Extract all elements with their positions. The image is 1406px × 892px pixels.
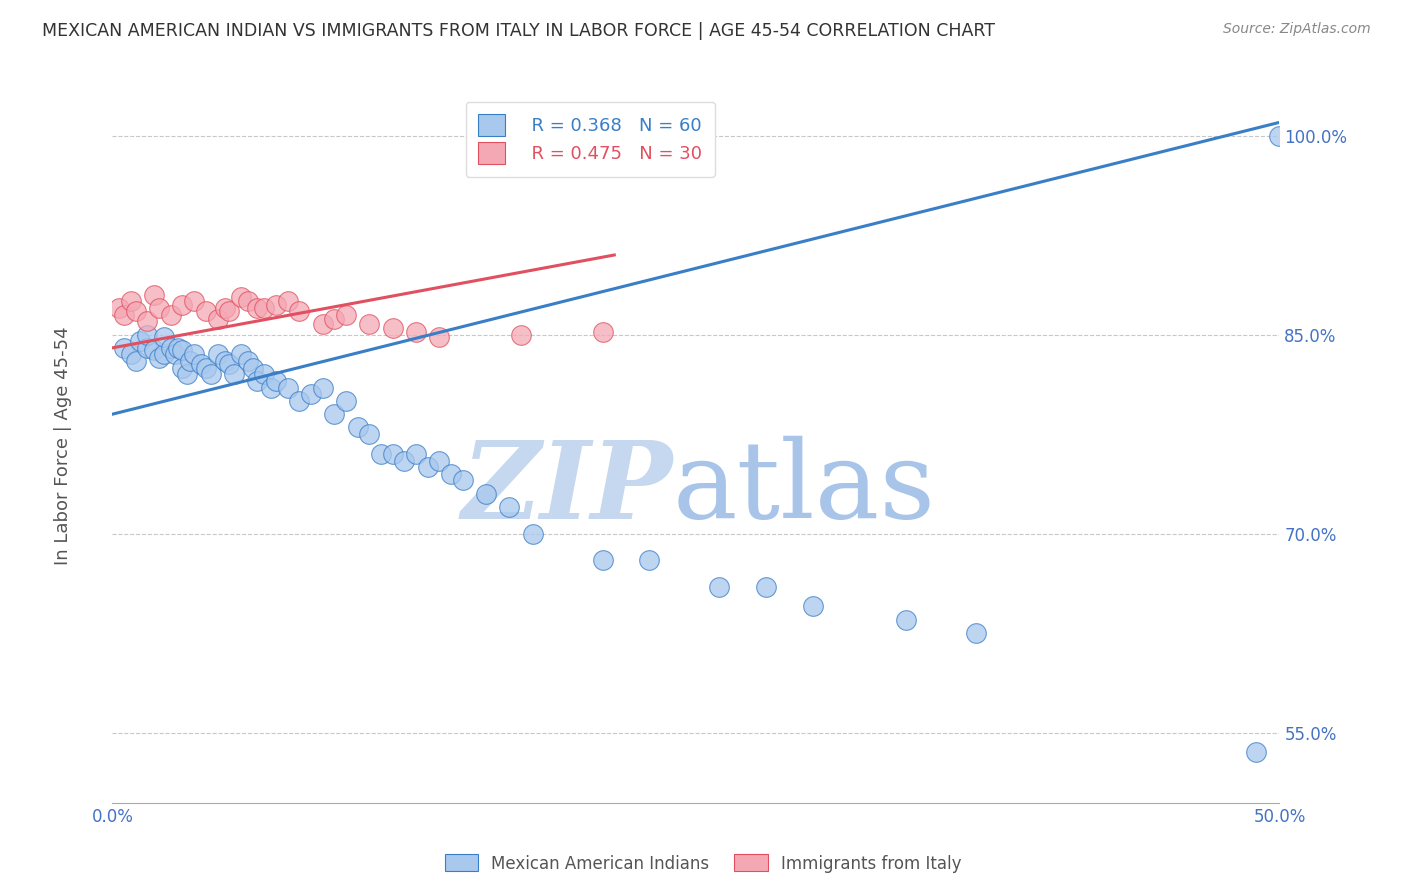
Point <box>194 303 217 318</box>
Point <box>440 467 463 481</box>
Point <box>276 294 298 309</box>
Point <box>136 314 159 328</box>
Point <box>253 301 276 315</box>
Point <box>335 393 357 408</box>
Point <box>638 553 661 567</box>
Point <box>427 453 450 467</box>
Point <box>172 360 194 375</box>
Point <box>125 303 148 318</box>
Legend:   R = 0.368   N = 60,   R = 0.475   N = 30: R = 0.368 N = 60, R = 0.475 N = 30 <box>465 102 714 177</box>
Point <box>359 427 381 442</box>
Point <box>335 308 357 322</box>
Point <box>207 311 229 326</box>
Text: MEXICAN AMERICAN INDIAN VS IMMIGRANTS FROM ITALY IN LABOR FORCE | AGE 45-54 CORR: MEXICAN AMERICAN INDIAN VS IMMIGRANTS FR… <box>42 22 995 40</box>
Point <box>755 580 778 594</box>
Point <box>264 374 287 388</box>
Point <box>894 613 917 627</box>
Point <box>200 368 222 382</box>
Point <box>475 487 498 501</box>
Point <box>166 341 188 355</box>
Point <box>218 357 240 371</box>
Point <box>136 327 159 342</box>
Point <box>381 447 404 461</box>
Point <box>311 381 333 395</box>
Point <box>427 330 450 344</box>
Point <box>236 354 259 368</box>
Point <box>709 580 731 594</box>
Text: Source: ZipAtlas.com: Source: ZipAtlas.com <box>1223 22 1371 37</box>
Point <box>260 381 283 395</box>
Point <box>229 347 252 361</box>
Point <box>405 325 427 339</box>
Point <box>965 626 987 640</box>
Text: In Labor Force | Age 45-54: In Labor Force | Age 45-54 <box>55 326 72 566</box>
Point <box>179 354 201 368</box>
Point <box>359 317 381 331</box>
Point <box>148 351 170 366</box>
Point <box>801 599 824 614</box>
Point <box>129 334 152 349</box>
Point <box>592 553 614 567</box>
Point <box>136 341 159 355</box>
Point <box>183 347 205 361</box>
Point <box>370 447 392 461</box>
Point <box>264 298 287 312</box>
Point <box>160 341 183 355</box>
Point <box>153 347 176 361</box>
Point <box>172 298 194 312</box>
Point <box>218 303 240 318</box>
Point <box>165 347 187 361</box>
Point <box>246 374 269 388</box>
Point <box>172 343 194 358</box>
Point <box>194 360 217 375</box>
Point <box>160 308 183 322</box>
Point <box>394 453 416 467</box>
Point <box>120 294 142 309</box>
Legend: Mexican American Indians, Immigrants from Italy: Mexican American Indians, Immigrants fro… <box>437 847 969 880</box>
Point <box>276 381 298 395</box>
Point <box>214 301 236 315</box>
Point <box>323 311 346 326</box>
Point <box>108 301 131 315</box>
Point <box>1244 745 1267 759</box>
Point <box>120 347 142 361</box>
Point <box>381 321 404 335</box>
Point <box>288 393 311 408</box>
Point <box>125 354 148 368</box>
Point <box>112 308 135 322</box>
Point <box>236 294 259 309</box>
Point <box>112 341 135 355</box>
Point <box>246 301 269 315</box>
Point <box>509 327 531 342</box>
Point <box>148 301 170 315</box>
Point <box>176 368 198 382</box>
Point <box>498 500 520 514</box>
Point <box>288 303 311 318</box>
Text: ZIP: ZIP <box>461 436 672 541</box>
Point <box>323 407 346 421</box>
Point <box>522 526 544 541</box>
Point <box>143 343 166 358</box>
Point <box>183 294 205 309</box>
Point <box>346 420 368 434</box>
Point <box>229 290 252 304</box>
Point <box>1268 128 1291 143</box>
Point <box>190 357 212 371</box>
Point <box>299 387 322 401</box>
Point <box>451 474 474 488</box>
Point <box>207 347 229 361</box>
Point <box>214 354 236 368</box>
Point <box>416 460 439 475</box>
Point <box>242 360 264 375</box>
Point <box>253 368 276 382</box>
Point <box>311 317 333 331</box>
Point <box>592 325 614 339</box>
Text: atlas: atlas <box>672 436 935 541</box>
Point <box>405 447 427 461</box>
Point <box>153 330 176 344</box>
Point <box>222 368 245 382</box>
Point <box>143 287 166 301</box>
